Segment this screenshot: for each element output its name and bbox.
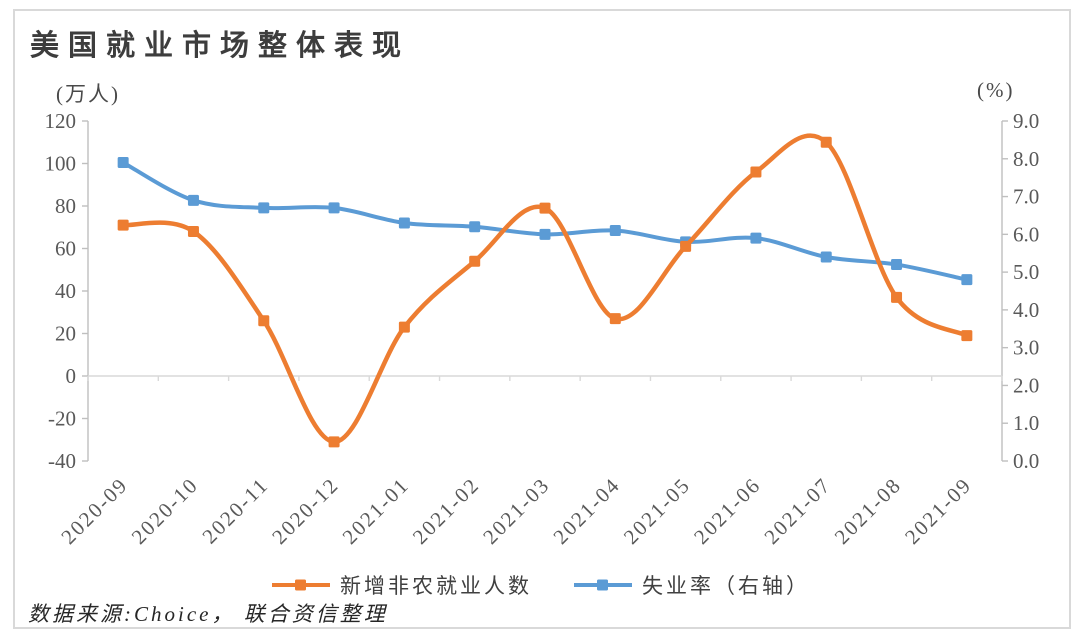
nonfarm-payrolls-marker — [469, 255, 481, 267]
unemployment-rate-marker — [117, 157, 129, 169]
x-axis-label: 2020-11 — [197, 473, 273, 549]
left-axis-tick-label: -20 — [48, 407, 76, 431]
right-axis-tick-label: 4.0 — [1013, 298, 1039, 322]
left-axis-tick-label: 20 — [55, 322, 76, 346]
right-axis-tick-label: 5.0 — [1013, 260, 1039, 284]
nonfarm-payrolls-marker — [680, 240, 692, 252]
x-axis-label: 2021-03 — [478, 473, 554, 549]
x-axis-label: 2021-02 — [408, 473, 484, 549]
legend: 新增非农就业人数 失业率（右轴） — [0, 570, 1080, 600]
legend-key-orange-line-marker-icon — [272, 579, 330, 591]
left-axis-tick-label: 80 — [55, 194, 76, 218]
nonfarm-payrolls-marker — [820, 136, 832, 148]
nonfarm-payrolls-marker — [609, 313, 621, 325]
unemployment-rate-marker — [398, 217, 410, 229]
x-axis-label: 2021-07 — [759, 473, 835, 549]
left-axis-tick-label: 40 — [55, 279, 76, 303]
source-note: 数据来源:Choice， 联合资信整理 — [28, 602, 388, 626]
unemployment-rate-marker — [961, 274, 973, 286]
unemployment-rate-marker — [891, 259, 903, 271]
unemployment-rate-marker — [539, 228, 551, 240]
unemployment-rate-marker — [258, 202, 270, 214]
right-axis-unit: (%) — [977, 78, 1015, 102]
nonfarm-payrolls-marker — [258, 315, 270, 327]
x-axis-label: 2021-09 — [900, 473, 976, 549]
nonfarm-payrolls-marker — [117, 219, 129, 231]
unemployment-rate-marker — [750, 232, 762, 244]
right-axis-tick-label: 1.0 — [1013, 411, 1039, 435]
unemployment-rate-marker — [328, 202, 340, 214]
right-axis-tick-label: 7.0 — [1013, 185, 1039, 209]
legend-item-nonfarm-payrolls: 新增非农就业人数 — [270, 570, 532, 600]
nonfarm-payrolls-marker — [750, 166, 762, 178]
right-axis-tick-label: 8.0 — [1013, 147, 1039, 171]
figure-frame — [13, 9, 1071, 629]
nonfarm-payrolls-marker — [187, 226, 199, 237]
right-axis-tick-label: 6.0 — [1013, 222, 1039, 246]
left-axis-tick-label: 0 — [66, 364, 77, 388]
unemployment-rate-line — [121, 160, 969, 282]
left-axis-tick-label: 120 — [45, 109, 77, 133]
x-axis-label: 2020-09 — [56, 473, 132, 549]
right-axis-tick-label: 9.0 — [1013, 109, 1039, 133]
left-axis-unit: (万人) — [56, 82, 120, 106]
x-axis-label: 2021-01 — [338, 473, 414, 549]
left-axis-tick-label: 100 — [45, 152, 77, 176]
nonfarm-payrolls-marker — [398, 321, 410, 333]
nonfarm-payrolls-marker — [891, 291, 903, 303]
nonfarm-payrolls-line — [120, 133, 970, 445]
left-axis-tick-label: -40 — [48, 449, 76, 473]
x-axis-label: 2021-08 — [830, 473, 906, 549]
right-axis-tick-label: 2.0 — [1013, 373, 1039, 397]
unemployment-rate-marker — [469, 221, 481, 233]
right-axis-tick-label: 0.0 — [1013, 449, 1039, 473]
chart-title: 美国就业市场整体表现 — [30, 30, 411, 62]
x-axis-label: 2020-12 — [267, 473, 343, 549]
legend-label-unemployment-rate: 失业率（右轴） — [642, 574, 810, 598]
legend-label-nonfarm-payrolls: 新增非农就业人数 — [340, 574, 532, 598]
legend-item-unemployment-rate: 失业率（右轴） — [572, 570, 810, 600]
nonfarm-payrolls-marker — [328, 436, 340, 448]
nonfarm-payrolls-marker — [539, 202, 551, 214]
x-axis-label: 2021-05 — [619, 473, 695, 549]
nonfarm-payrolls-marker — [961, 330, 973, 342]
right-axis-tick-label: 3.0 — [1013, 336, 1039, 360]
x-axis-label: 2021-06 — [689, 473, 765, 549]
left-axis-tick-label: 60 — [55, 237, 76, 261]
x-axis-label: 2020-10 — [127, 473, 203, 549]
unemployment-rate-marker — [820, 251, 832, 263]
x-axis-label: 2021-04 — [548, 473, 624, 549]
unemployment-rate-marker — [609, 225, 621, 237]
unemployment-rate-marker — [187, 194, 199, 206]
legend-key-blue-line-marker-icon — [574, 579, 632, 591]
